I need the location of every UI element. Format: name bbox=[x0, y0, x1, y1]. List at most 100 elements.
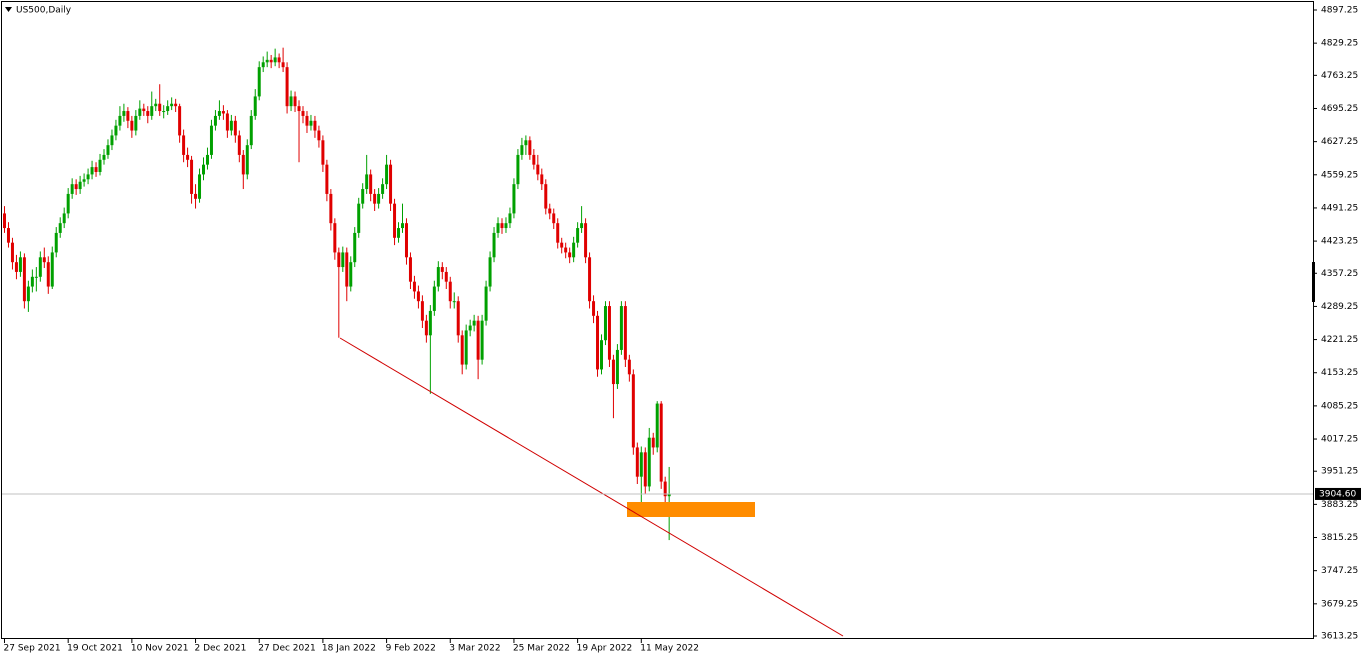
candle-body bbox=[389, 164, 393, 204]
candle-body bbox=[508, 213, 512, 224]
candle-body bbox=[432, 286, 436, 311]
candle-body bbox=[257, 67, 261, 97]
candle-body bbox=[349, 262, 353, 287]
candle-body bbox=[261, 62, 265, 68]
candle-body bbox=[337, 252, 341, 268]
candle-body bbox=[480, 320, 484, 360]
candle-body bbox=[225, 113, 229, 131]
candle-body bbox=[532, 154, 536, 165]
x-tick-label: 27 Sep 2021 bbox=[4, 644, 61, 654]
candle-body bbox=[603, 306, 607, 341]
y-tick-label: 4357.25 bbox=[1321, 269, 1358, 279]
candle-body bbox=[365, 174, 369, 190]
candle-body bbox=[397, 228, 401, 238]
candle-body bbox=[277, 57, 281, 63]
candle-body bbox=[229, 120, 233, 131]
candle-body bbox=[46, 262, 50, 287]
candle-body bbox=[631, 374, 635, 448]
candle-body bbox=[90, 167, 94, 175]
candle-body bbox=[592, 301, 596, 316]
candle-body bbox=[178, 106, 182, 136]
candle-body bbox=[309, 120, 313, 126]
y-tick-label: 3883.25 bbox=[1321, 500, 1358, 510]
y-tick-label: 3815.25 bbox=[1321, 533, 1358, 543]
candle-body bbox=[528, 140, 532, 155]
x-tick-label: 3 Mar 2022 bbox=[449, 644, 500, 654]
candle-body bbox=[18, 257, 22, 272]
candle-body bbox=[166, 106, 170, 112]
candle-body bbox=[524, 140, 528, 146]
candle-body bbox=[245, 145, 249, 175]
candle-body bbox=[190, 159, 194, 194]
candle-body bbox=[94, 167, 98, 172]
candle-body bbox=[162, 111, 166, 113]
candle-body bbox=[496, 223, 500, 233]
candle-body bbox=[393, 203, 397, 238]
y-tick-label: 4017.25 bbox=[1321, 435, 1358, 445]
candle-body bbox=[615, 349, 619, 385]
candle-body bbox=[464, 330, 468, 365]
y-tick-label: 4763.25 bbox=[1321, 71, 1358, 81]
candle-body bbox=[289, 96, 293, 107]
candle-body bbox=[552, 213, 556, 224]
candle-body bbox=[233, 120, 237, 136]
candle-body bbox=[78, 181, 82, 190]
candle-body bbox=[241, 154, 245, 175]
candle-body bbox=[444, 271, 448, 282]
candle-body bbox=[118, 115, 122, 126]
candle-body bbox=[106, 145, 110, 155]
candle-body bbox=[325, 164, 329, 194]
candle-body bbox=[512, 184, 516, 214]
y-tick-label: 4289.25 bbox=[1321, 302, 1358, 312]
candle-body bbox=[237, 135, 241, 155]
x-tick-label: 9 Feb 2022 bbox=[386, 644, 436, 654]
y-tick-label: 4897.25 bbox=[1321, 6, 1358, 16]
candle-body bbox=[623, 306, 627, 360]
candle-body bbox=[142, 108, 146, 112]
candle-body bbox=[373, 193, 377, 204]
y-tick-label: 3951.25 bbox=[1321, 467, 1358, 477]
candle-body bbox=[596, 315, 600, 370]
candle-body bbox=[249, 115, 253, 146]
candle-body bbox=[516, 154, 520, 185]
candle-body bbox=[209, 125, 213, 155]
y-tick-label: 4221.25 bbox=[1321, 335, 1358, 345]
trend-line bbox=[339, 337, 844, 637]
candle-body bbox=[158, 103, 162, 112]
candle-body bbox=[663, 481, 667, 497]
x-tick-label: 19 Oct 2021 bbox=[67, 644, 123, 654]
candle-body bbox=[205, 154, 209, 165]
candle-body bbox=[194, 193, 198, 199]
candle-body bbox=[639, 452, 643, 477]
candle-body bbox=[607, 306, 611, 360]
candle-body bbox=[580, 223, 584, 229]
candle-body bbox=[588, 257, 592, 302]
candle-body bbox=[102, 154, 106, 160]
candle-body bbox=[301, 111, 305, 116]
candle-body bbox=[548, 208, 552, 214]
y-tick-label: 4085.25 bbox=[1321, 401, 1358, 411]
candle-body bbox=[476, 320, 480, 360]
candle-body bbox=[619, 306, 623, 350]
candle-body bbox=[456, 301, 460, 336]
candle-body bbox=[82, 179, 86, 182]
candle-body bbox=[416, 291, 420, 302]
y-tick-label: 4695.25 bbox=[1321, 104, 1358, 114]
y-tick-label: 3747.25 bbox=[1321, 566, 1358, 576]
candle-body bbox=[460, 335, 464, 365]
candle-body bbox=[536, 164, 540, 175]
candle-body bbox=[138, 108, 142, 116]
y-tick-label: 4153.25 bbox=[1321, 368, 1358, 378]
last-price-box bbox=[1315, 487, 1361, 500]
candle-body bbox=[30, 276, 34, 287]
y-tick-label: 4829.25 bbox=[1321, 39, 1358, 49]
candle-body bbox=[198, 174, 202, 199]
candle-body bbox=[213, 115, 217, 126]
candle-body bbox=[556, 223, 560, 243]
support-zone bbox=[627, 502, 755, 517]
candle-body bbox=[404, 223, 408, 258]
candle-body bbox=[420, 301, 424, 321]
candle-body bbox=[333, 223, 337, 253]
menu-arrow[interactable] bbox=[5, 7, 12, 12]
candle-body bbox=[305, 115, 309, 126]
